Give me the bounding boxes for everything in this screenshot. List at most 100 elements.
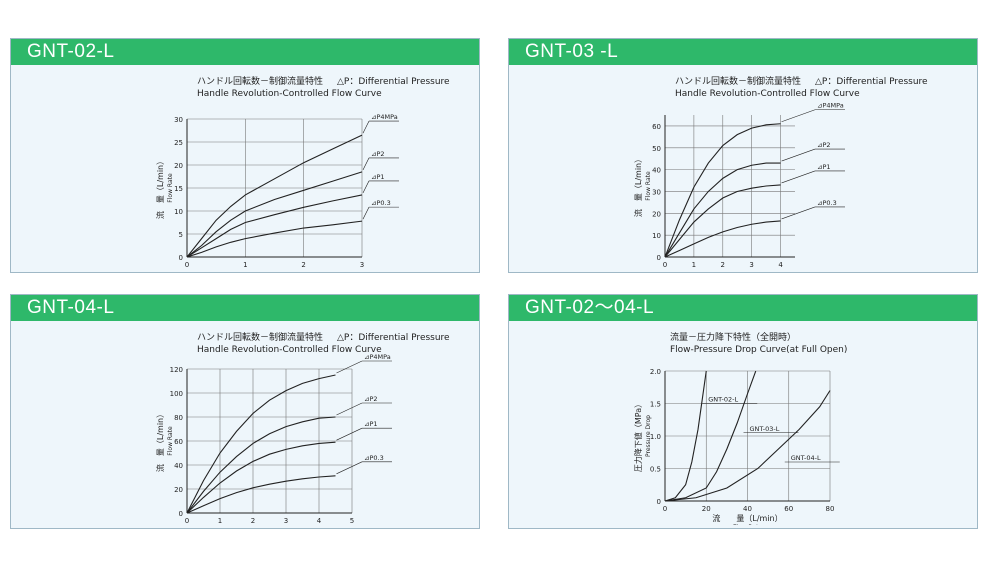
chart-title-dp: △P：Differential Pressure xyxy=(337,333,450,343)
x-tick-label: 0 xyxy=(185,517,189,525)
series-leader xyxy=(336,402,363,416)
series-line xyxy=(186,441,336,514)
y-tick-label: 1.5 xyxy=(650,401,661,409)
x-tick-label: 3 xyxy=(360,261,364,269)
series-line xyxy=(186,171,363,258)
chart-title: ハンドル回転数－制御流量特性 xyxy=(675,75,801,87)
series-label: ⊿P4MPa xyxy=(364,353,391,361)
series-leader xyxy=(362,180,370,194)
chart-subtitle: Handle Revolution-Controlled Flow Curve xyxy=(675,89,860,99)
panel-gnt-04-l: GNT-04-L ハンドル回転数－制御流量特性 △P：Differential P… xyxy=(10,294,480,529)
y-tick-label: 0 xyxy=(657,498,661,506)
x-tick-label: 1 xyxy=(692,261,696,269)
panel-title: GNT-02-L xyxy=(11,39,479,65)
series-leader xyxy=(781,206,816,220)
y-tick-label: 20 xyxy=(174,486,183,494)
panel-title: GNT-02～04-L xyxy=(509,295,977,321)
series-label: GNT-02-L xyxy=(708,396,738,404)
series-leader xyxy=(781,109,816,123)
series-label: ⊿P1 xyxy=(371,173,385,181)
series-label: ⊿P0.3 xyxy=(817,199,837,207)
series-line xyxy=(186,134,363,258)
x-tick-label: 1 xyxy=(218,517,222,525)
x-tick-label: 0 xyxy=(663,261,667,269)
y-tick-label: 25 xyxy=(174,139,183,147)
series-line xyxy=(664,370,707,502)
series-label: ⊿P0.3 xyxy=(364,454,384,462)
y-axis-label: 流 量（L/min） xyxy=(155,157,165,219)
y-axis-label-en: Pressure Drop xyxy=(645,415,652,457)
y-tick-label: 20 xyxy=(174,162,183,170)
series-label: ⊿P2 xyxy=(817,141,831,149)
y-tick-label: 2.0 xyxy=(650,368,661,376)
x-tick-label: 80 xyxy=(826,505,835,513)
y-tick-label: 0 xyxy=(179,254,183,262)
x-tick-label: 5 xyxy=(350,517,354,525)
series-line xyxy=(664,162,781,258)
series-label: ⊿P4MPa xyxy=(371,113,398,121)
series-label: ⊿P0.3 xyxy=(371,199,391,207)
series-line xyxy=(664,220,781,258)
x-tick-label: 20 xyxy=(702,505,711,513)
y-tick-label: 0 xyxy=(179,510,183,518)
series-line xyxy=(186,475,336,514)
x-tick-label: 2 xyxy=(721,261,725,269)
y-tick-label: 60 xyxy=(174,438,183,446)
x-axis-label: 流 量（L/min） xyxy=(712,513,782,523)
series-line xyxy=(664,184,781,258)
y-tick-label: 1.0 xyxy=(650,433,661,441)
chart-subtitle: Handle Revolution-Controlled Flow Curve xyxy=(197,345,382,355)
y-tick-label: 100 xyxy=(170,390,183,398)
series-leader xyxy=(336,360,363,374)
series-label: GNT-03-L xyxy=(750,425,780,433)
series-leader xyxy=(781,170,816,184)
chart-gnt-04-l: ハンドル回転数－制御流量特性 △P：Differential Pressure Ha… xyxy=(155,331,450,525)
y-tick-label: 60 xyxy=(652,123,661,131)
series-label: ⊿P1 xyxy=(817,163,831,171)
series-line xyxy=(664,390,831,502)
x-tick-label: 1 xyxy=(243,261,247,269)
panel-title: GNT-04-L xyxy=(11,295,479,321)
x-tick-label: 3 xyxy=(749,261,753,269)
y-tick-label: 15 xyxy=(174,185,183,193)
series-leader xyxy=(362,120,370,134)
y-tick-label: 30 xyxy=(652,188,661,196)
series-leader xyxy=(781,148,816,162)
series-line xyxy=(664,370,757,502)
y-tick-label: 40 xyxy=(652,167,661,175)
x-axis-label-en: Flow Rate xyxy=(733,524,763,525)
chart-gnt-03-l: ハンドル回転数－制御流量特性 △P：Differential Pressure Ha… xyxy=(633,75,928,269)
chart-subtitle: Handle Revolution-Controlled Flow Curve xyxy=(197,89,382,99)
chart-title-dp: △P：Differential Pressure xyxy=(337,77,450,87)
x-tick-label: 0 xyxy=(185,261,189,269)
chart-gnt-02-04-l: 流量－圧力降下特性（全開時） Flow-Pressure Drop Curve(a… xyxy=(633,331,847,525)
series-label: ⊿P1 xyxy=(364,420,378,428)
y-tick-label: 80 xyxy=(174,414,183,422)
series-leader xyxy=(362,206,370,220)
panel-gnt-02-l: GNT-02-L ハンドル回転数－制御流量特性 △P：Differential P… xyxy=(10,38,480,273)
y-tick-label: 10 xyxy=(652,232,661,240)
y-axis-label: 流 量（L/min） xyxy=(633,155,643,217)
series-line xyxy=(186,374,336,514)
panel-title: GNT-03 -L xyxy=(509,39,977,65)
x-tick-label: 2 xyxy=(251,517,255,525)
y-tick-label: 10 xyxy=(174,208,183,216)
y-axis-label-en: Flow Rate xyxy=(645,171,652,201)
y-tick-label: 120 xyxy=(170,366,183,374)
x-tick-label: 40 xyxy=(743,505,752,513)
y-tick-label: 40 xyxy=(174,462,183,470)
y-tick-label: 30 xyxy=(174,116,183,124)
x-tick-label: 0 xyxy=(663,505,667,513)
x-tick-label: 3 xyxy=(284,517,288,525)
x-tick-label: 4 xyxy=(317,517,322,525)
series-line xyxy=(664,123,781,258)
panel-gnt-03-l: GNT-03 -L ハンドル回転数－制御流量特性 △P：Differential … xyxy=(508,38,978,273)
series-leader xyxy=(336,461,363,475)
series-label: ⊿P4MPa xyxy=(817,102,844,110)
x-tick-label: 4 xyxy=(778,261,783,269)
chart-title-dp: △P：Differential Pressure xyxy=(815,77,928,87)
y-tick-label: 50 xyxy=(652,145,661,153)
y-axis-label-en: Flow Rate xyxy=(167,426,174,456)
x-tick-label: 60 xyxy=(784,505,793,513)
series-line xyxy=(186,194,363,258)
